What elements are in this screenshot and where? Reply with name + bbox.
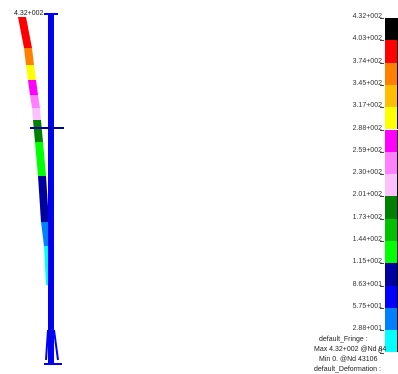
legend-tick <box>380 129 384 131</box>
legend-label: 2.30+002 <box>352 169 382 177</box>
legend-tick <box>380 241 384 242</box>
legend-color-swatch <box>385 84 398 108</box>
legend-color-swatch <box>385 196 398 219</box>
footer-max-value: Max 4.32+002 @Nd 84 <box>314 346 387 353</box>
legend-color-swatch <box>385 285 398 308</box>
legend-tick <box>380 330 384 332</box>
legend-label: 3.45+002 <box>352 79 382 87</box>
legend-color-swatch <box>385 129 398 152</box>
legend-tick <box>380 174 384 176</box>
legend-color-swatch <box>385 241 398 264</box>
legend-tick <box>380 196 384 198</box>
legend-label: 5.75+001 <box>352 302 382 310</box>
legend-color-swatch <box>385 18 398 41</box>
legend-label: 2.88+002 <box>352 124 382 132</box>
legend-label: 2.88+001 <box>352 325 382 333</box>
beam-segment-red <box>18 17 32 48</box>
legend-label: 1.44+002 <box>352 236 382 243</box>
legend-color-swatch <box>385 174 398 197</box>
legend-label: 4.32+002 <box>352 13 382 20</box>
legend-tick <box>380 62 384 64</box>
legend-tick <box>380 263 384 265</box>
legend-color-swatch <box>385 62 398 85</box>
beam-segment-pink <box>30 95 40 108</box>
legend-label: 8.63+001 <box>352 280 382 288</box>
vertical-column <box>30 13 64 365</box>
peak-value-label: 4.32+002 <box>14 10 44 17</box>
legend-label: 4.03+002 <box>352 35 382 43</box>
legend-label: 3.74+002 <box>352 57 382 65</box>
beam-segment-magenta <box>28 80 38 95</box>
legend-color-swatch <box>385 218 398 241</box>
legend-label: 1.73+002 <box>352 213 382 221</box>
footer-min-value: Min 0. @Nd 43106 <box>319 356 378 363</box>
legend-color-swatch <box>385 151 398 175</box>
legend-tick <box>380 307 384 309</box>
beam-segment-light-pink <box>32 108 41 120</box>
legend-label: 3.17+002 <box>352 102 382 110</box>
beam-segment-green <box>35 142 46 176</box>
legend-color-swatch <box>385 263 398 286</box>
legend-color-swatch <box>385 307 398 331</box>
legend-tick <box>380 84 384 86</box>
legend-label: 0 <box>378 347 382 355</box>
legend-color-swatch <box>385 330 398 353</box>
footer-fringe-title: default_Fringe : <box>319 336 368 343</box>
legend-color-swatch <box>385 107 398 130</box>
legend-tick <box>380 107 384 109</box>
legend-tick <box>380 285 384 287</box>
footer-deformation-title: default_Deformation : <box>314 366 381 373</box>
beam-segment-navy <box>38 176 49 222</box>
legend-tick <box>380 151 384 153</box>
beam-segment-yellow <box>26 65 36 80</box>
legend-tick <box>380 218 384 220</box>
legend-color-swatch <box>385 40 398 63</box>
legend-tick <box>380 18 384 19</box>
legend-label: 2.01+002 <box>352 191 382 199</box>
legend-label: 2.59+002 <box>352 146 382 154</box>
beam-segment-orange <box>24 48 34 65</box>
beam-segment-dark-green <box>33 120 43 142</box>
legend-label: 1.15+002 <box>352 258 382 266</box>
legend-tick <box>380 352 384 354</box>
legend-tick <box>380 40 384 42</box>
